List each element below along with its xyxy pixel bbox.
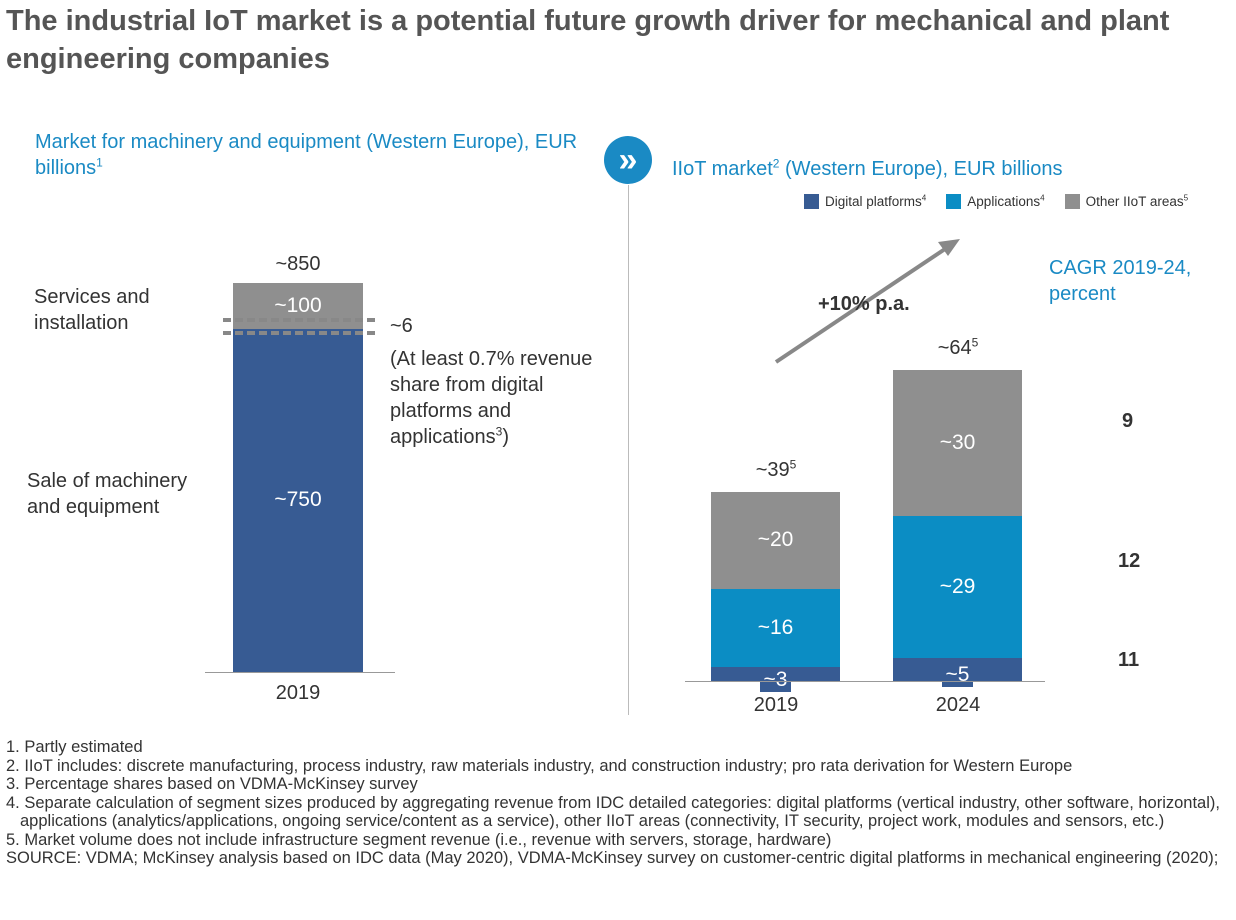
bar-total: ~395 [711,457,841,482]
label-sale: Sale of machinery and equipment [27,470,188,518]
bar-segment: ~3 [711,666,840,692]
label-services: Services and installation [34,286,150,334]
legend-swatch [946,194,962,209]
legend-digital-platforms: Digital platforms4 [804,194,926,209]
cagr-digital-platforms: 11 [1118,649,1140,671]
footnote-ref: 1 [96,155,103,170]
legend-swatch [804,194,819,209]
footnote: 5. Market volume does not include infras… [6,830,832,849]
bar-segment: ~5 [893,656,1022,687]
footnote: 3. Percentage shares based on VDMA-McKin… [6,775,418,793]
growth-label: +10% p.a. [818,293,910,315]
legend-label: Applications4 [967,193,1045,209]
right-baseline [685,681,1045,682]
annotation-text: (At least 0.7% revenue share from digita… [390,346,595,450]
footnote-ref: 2 [772,156,780,171]
x-tick-label: 2024 [935,694,981,716]
annotation-text-body: (At least 0.7% revenue share from digita… [390,348,593,448]
annotation-value: ~6 [390,315,413,337]
bar-total: ~645 [893,335,1023,360]
footnote: SOURCE: VDMA; McKinsey analysis based on… [6,849,1219,867]
right-title-b: (Western Europe), EUR billions [779,158,1063,180]
divider [628,185,629,715]
footnote: 1. Partly estimated [6,738,143,756]
footnote-ref: 3 [495,424,503,439]
footnote-ref: 5 [971,335,979,350]
bar-segment: ~30 [893,368,1022,517]
total-value: ~64 [937,336,972,359]
page-title: The industrial IoT market is a potential… [6,5,1170,75]
data-label: ~29 [939,574,976,598]
legend-other: Other IIoT areas5 [1064,193,1189,209]
bar-segment: ~29 [893,515,1022,658]
left-baseline [205,672,395,673]
legend-swatch [1064,194,1080,209]
x-tick-label: 2019 [275,682,321,704]
footnote-ref: 5 [789,457,797,472]
data-label: ~16 [757,616,794,640]
data-label: ~30 [939,430,976,454]
footnote: 2. IIoT includes: discrete manufacturing… [6,756,1073,775]
right-chart-title: IIoT market2 (Western Europe), EUR billi… [672,156,1063,182]
legend-label: Digital platforms4 [825,193,927,209]
bar-segment: ~16 [711,588,840,668]
x-tick-label: 2019 [753,694,799,716]
dashed-line-top [223,318,375,322]
right-title-a: IIoT market [672,158,773,180]
footnote: 4. Separate calculation of segment sizes… [6,793,1220,831]
dashed-line-bottom [223,331,375,335]
cagr-applications: 12 [1118,550,1141,572]
bar-total: ~850 [275,253,321,275]
left-chart-title: Market for machinery and equipment (West… [35,129,595,181]
data-label: ~5 [941,662,974,687]
double-chevron-right-icon: » [604,136,652,184]
legend-applications: Applications4 [946,193,1045,209]
data-label: ~3 [759,667,792,692]
footnotes: 1. Partly estimated 2. IIoT includes: dis… [6,738,1231,868]
left-chart-title-text: Market for machinery and equipment (West… [35,131,578,179]
bar-segment: ~750 [233,328,363,672]
total-value: ~39 [755,458,790,481]
cagr-other: 9 [1122,410,1134,432]
legend-label: Other IIoT areas5 [1085,193,1189,209]
annotation-close: ) [502,426,509,448]
data-label: ~20 [757,528,794,552]
cagr-title: CAGR 2019-24, percent [1049,257,1192,305]
bar-segment: ~20 [711,490,840,590]
legend: Digital platforms4 Applications4 Other I… [804,194,1188,209]
